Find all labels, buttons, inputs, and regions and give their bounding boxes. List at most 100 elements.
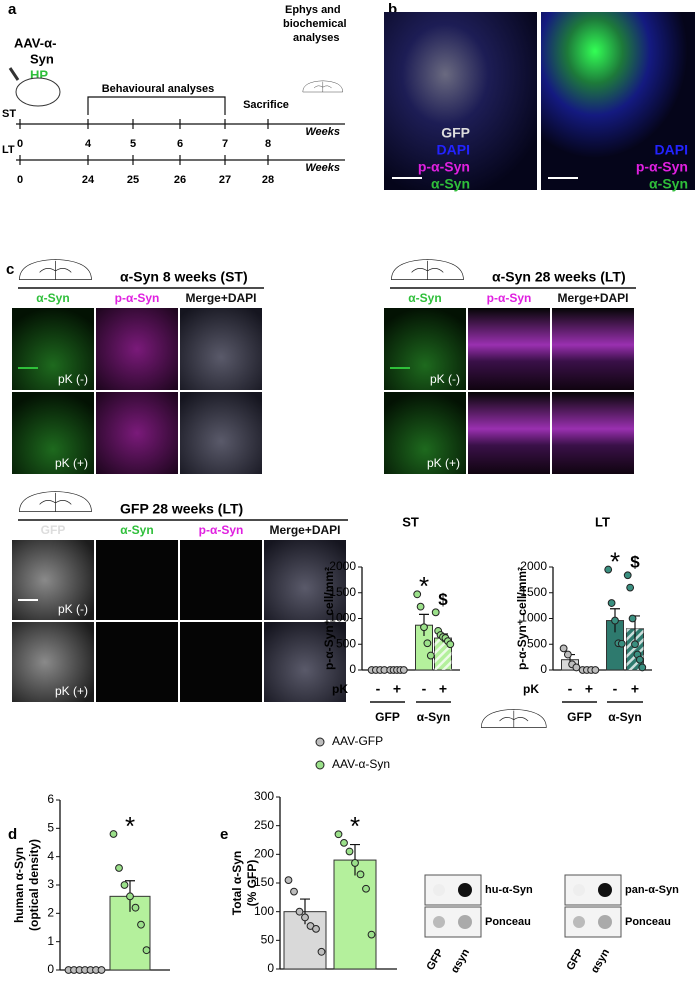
x-tick-label: - [568,681,573,697]
panel-letter: e [220,826,228,843]
data-point [413,590,422,599]
channel-label: DAPI [437,142,470,158]
y-axis-label: (% GFP) [245,860,259,907]
micrograph [12,392,94,474]
data-point [431,608,440,617]
week: 7 [222,138,228,150]
data-point [617,639,626,648]
row-label: pK (+) [55,456,88,470]
micrograph [552,308,634,390]
panel-letter: b [388,1,397,18]
annotation: $ [630,553,640,572]
data-point [351,859,359,867]
data-point [345,847,354,856]
column-label: Merge+DAPI [185,291,256,305]
micrograph [384,392,466,474]
column-label: α-Syn [408,291,441,305]
brain-icon [302,80,343,93]
brain-icon [19,259,92,280]
data-point [607,599,616,607]
y-tick-label: 1000 [520,611,547,625]
micrograph [180,540,262,620]
y-tick-label: 0 [47,962,54,976]
x-tick-label: + [393,681,401,697]
x-tick-label: - [613,681,618,697]
data-point [611,616,619,625]
data-point [591,666,600,674]
micrograph [180,392,262,474]
lane-label: αsyn [589,947,612,976]
micrograph [384,308,466,390]
row-label: pK (+) [427,456,460,470]
y-axis-label: human α-Syn [12,847,26,923]
image [541,12,695,190]
week: 0 [17,174,23,186]
column-label: p-α-Syn [487,291,532,305]
y-tick-label: 6 [47,792,54,806]
y-tick-label: 100 [254,904,274,918]
bar [333,859,377,970]
brain-icon [391,259,464,280]
blot-label: pan-α-Syn [625,884,679,896]
lane-label: αsyn [449,947,472,976]
data-point [301,913,309,922]
brain-icon [19,491,92,512]
group-label: α-Syn [417,710,450,724]
data-point [628,614,637,623]
behaviour: Behavioural analyses [102,83,215,95]
legend-label: AAV-GFP [332,734,383,748]
y-tick-label: 2000 [520,559,547,573]
micrograph [96,308,178,390]
data-point [295,907,304,916]
y-axis-label: (optical density) [27,839,41,931]
group-label: GFP [567,710,592,724]
grid-title: α-Syn 28 weeks (LT) [492,269,626,285]
annotation: * [125,811,135,841]
data-point [137,920,145,929]
week: 0 [17,138,23,150]
week: 24 [82,174,95,186]
category-label: pK [332,682,348,696]
y-tick-label: 1500 [520,585,547,599]
channel-label: α-Syn [431,176,470,192]
group-label: α-Syn [608,710,641,724]
x-tick-label: - [422,681,427,697]
unit: Weeks [305,162,340,174]
week: 25 [127,174,139,186]
panel-letter: d [8,826,17,843]
blot-dot [458,883,472,897]
construct: Syn [30,51,54,66]
column-label: p-α-Syn [115,291,160,305]
x-tick-label: + [631,681,639,697]
y-tick-label: 1000 [329,611,356,625]
group-label: GFP [375,710,400,724]
annotation: * [610,546,620,576]
y-tick-label: 150 [254,875,274,889]
data-point [446,640,455,649]
x-tick-label: + [585,681,593,697]
data-point [426,651,435,660]
x-tick-label: - [376,681,381,697]
data-point [120,881,129,889]
y-tick-label: 500 [527,636,547,650]
row-label: pK (-) [430,372,460,386]
mouse-icon [15,77,61,107]
data-point [399,666,408,674]
data-point [604,565,613,574]
data-point [362,884,370,893]
micrograph [264,622,346,702]
chart-title: LT [595,514,610,529]
data-point [340,838,348,847]
legend-label: AAV-α-Syn [332,757,390,771]
column-label: α-Syn [36,291,69,305]
channel-label: GFP [441,125,470,141]
sacrifice: Sacrifice [243,99,289,111]
micrograph [12,308,94,390]
panel-letter: c [6,261,14,278]
panel-letter: a [8,1,17,18]
week: 5 [130,138,136,150]
data-point [420,623,428,632]
annotation: * [350,811,360,841]
blot-label: hu-α-Syn [485,884,533,896]
micrograph [96,392,178,474]
